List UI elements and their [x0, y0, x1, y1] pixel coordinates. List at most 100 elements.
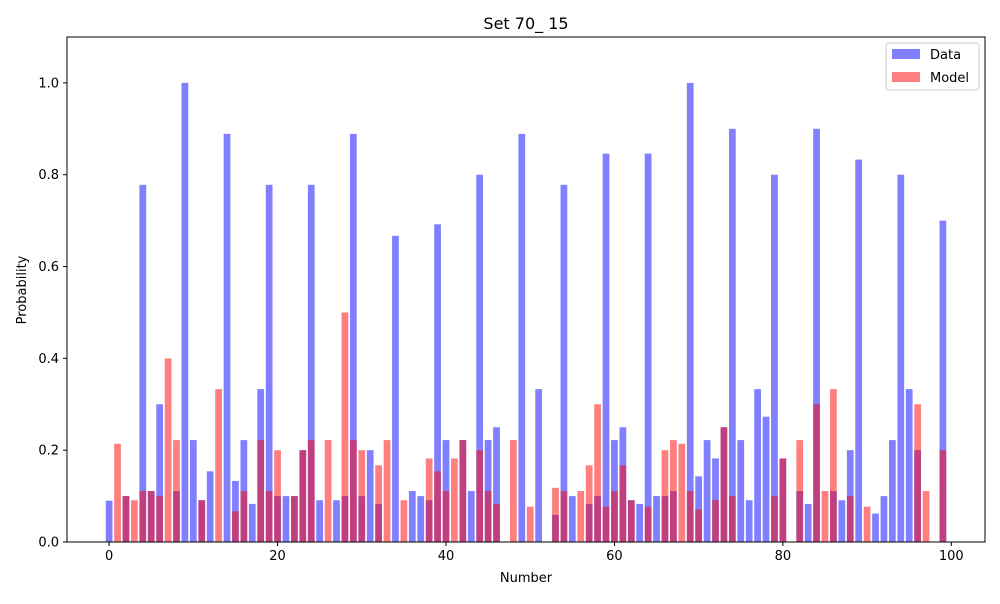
data-bar-84: [813, 128, 820, 542]
model-bar-28: [341, 312, 349, 542]
legend-swatch-model: [892, 72, 920, 82]
data-bar-74: [728, 128, 736, 542]
data-bar-10: [189, 440, 197, 542]
model-bar-19: [265, 491, 273, 542]
data-bar-70: [695, 476, 703, 542]
x-tick-label: 0: [105, 549, 113, 564]
model-bar-56: [577, 491, 585, 542]
axes-frame: [66, 36, 986, 543]
x-tick-label: 40: [438, 549, 455, 564]
data-bar-83: [804, 503, 812, 542]
data-bar-16: [240, 440, 248, 542]
data-bar-94: [897, 174, 905, 542]
model-bar-88: [846, 496, 854, 542]
data-bar-87: [838, 500, 846, 542]
data-bar-44: [476, 174, 484, 542]
data-bar-29: [349, 133, 357, 543]
model-bar-54: [560, 491, 568, 542]
bars-layer: [105, 82, 947, 543]
model-bar-53: [552, 487, 559, 542]
model-bar-82: [796, 440, 804, 542]
data-bar-45: [484, 440, 492, 542]
model-bar-39: [434, 471, 441, 542]
model-bar-26: [324, 440, 332, 542]
model-bar-38: [425, 458, 433, 542]
model-bar-1: [114, 443, 121, 542]
model-bar-85: [821, 491, 829, 542]
model-bar-22: [291, 496, 298, 542]
data-bar-55: [568, 496, 576, 542]
data-bar-27: [333, 500, 340, 542]
model-bar-46: [493, 503, 500, 542]
data-bar-78: [762, 416, 770, 542]
model-bar-60: [611, 491, 618, 542]
model-bar-66: [661, 450, 669, 542]
model-bar-90: [863, 506, 871, 542]
model-bar-59: [602, 506, 610, 542]
data-bar-49: [518, 133, 526, 543]
model-bar-11: [198, 500, 206, 542]
model-bar-40: [442, 491, 450, 542]
data-bar-69: [686, 82, 694, 542]
data-bar-19: [265, 184, 273, 542]
model-bar-8: [173, 440, 180, 542]
data-bar-64: [644, 153, 652, 543]
y-tick-label: 0.6: [38, 260, 59, 275]
data-bar-92: [880, 496, 888, 542]
data-bar-39: [434, 224, 441, 543]
data-bar-9: [181, 82, 189, 542]
legend-label-model: Model: [930, 71, 969, 86]
data-bar-89: [855, 159, 863, 542]
model-bar-99: [939, 450, 947, 542]
model-bar-2: [122, 496, 130, 542]
data-bar-75: [737, 440, 745, 542]
data-bar-34: [392, 235, 399, 542]
model-bar-15: [232, 511, 239, 542]
data-bar-46: [493, 427, 500, 542]
model-bar-24: [307, 440, 315, 542]
model-bar-42: [459, 440, 467, 542]
model-bar-4: [139, 491, 147, 542]
model-bar-96: [914, 404, 921, 542]
model-bar-23: [299, 450, 307, 542]
y-axis-label: Probability: [15, 255, 30, 324]
legend: Data Model: [885, 42, 980, 91]
legend-label-data: Data: [930, 48, 961, 63]
model-bar-50: [526, 506, 534, 542]
model-bar-68: [678, 443, 686, 542]
model-bar-70: [695, 509, 703, 542]
model-bar-32: [375, 465, 382, 542]
data-bar-0: [105, 500, 113, 542]
model-bar-5: [147, 491, 155, 542]
data-bar-63: [636, 503, 644, 542]
model-bar-20: [274, 450, 281, 542]
model-bar-48: [509, 440, 517, 542]
data-bar-17: [248, 503, 256, 542]
model-bar-62: [627, 500, 635, 542]
data-bar-76: [745, 500, 753, 542]
model-bar-29: [349, 440, 357, 542]
y-tick-label: 0.0: [38, 536, 59, 551]
x-tick-label: 20: [269, 549, 286, 564]
data-bar-43: [467, 491, 475, 542]
model-bar-7: [164, 358, 172, 542]
model-bar-74: [728, 496, 736, 542]
model-bar-86: [830, 389, 837, 542]
data-bar-95: [905, 389, 913, 542]
model-bar-13: [215, 389, 222, 542]
model-bar-67: [670, 440, 677, 542]
y-tick-label: 1.0: [38, 76, 59, 91]
data-bar-6: [156, 404, 164, 542]
data-bar-12: [206, 471, 214, 542]
data-bar-79: [771, 174, 778, 542]
model-bar-33: [383, 440, 391, 542]
data-bar-71: [703, 440, 711, 542]
data-bar-40: [442, 440, 450, 542]
legend-swatch-data: [892, 49, 920, 59]
model-bar-35: [400, 500, 408, 542]
model-bar-57: [585, 465, 593, 542]
data-bar-59: [602, 153, 610, 543]
model-bar-72: [712, 500, 719, 542]
